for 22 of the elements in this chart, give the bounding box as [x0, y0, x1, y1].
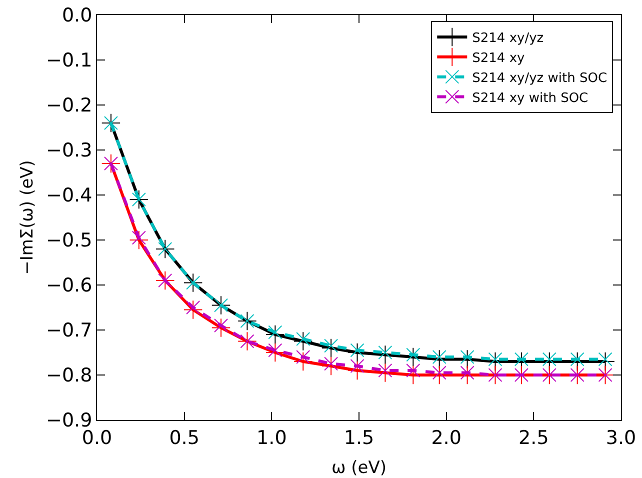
legend-label: S214 xy/yz with SOC [472, 70, 608, 86]
y-tick-label: 0.0 [62, 4, 92, 27]
y-tick-label: −0.7 [46, 320, 92, 342]
x-tick-label: 0.5 [169, 426, 200, 449]
y-tick-label: −0.5 [46, 230, 92, 252]
legend-label: S214 xy/yz [472, 31, 544, 46]
legend-label: S214 xy [472, 50, 526, 66]
x-axis-title: ω (eV) [332, 458, 386, 478]
y-tick-label: −0.3 [46, 140, 92, 162]
y-tick-label: −0.2 [46, 94, 92, 117]
x-tick-label: 3.0 [606, 426, 636, 449]
x-tick-label: 1.5 [344, 426, 374, 449]
y-tick-label: −0.1 [46, 50, 92, 72]
x-tick-label: 0.0 [82, 426, 112, 449]
y-tick-label: −0.4 [46, 184, 92, 207]
x-tick-label: 1.0 [256, 426, 287, 449]
y-tick-label: −0.8 [46, 364, 92, 387]
y-tick-label: −0.6 [46, 274, 92, 297]
x-tick-label: 2.5 [518, 426, 549, 449]
x-tick-label: 2.0 [431, 426, 462, 449]
y-axis-title: −ImΣ(ω) (eV) [18, 160, 38, 275]
legend-label: S214 xy with SOC [472, 90, 588, 106]
